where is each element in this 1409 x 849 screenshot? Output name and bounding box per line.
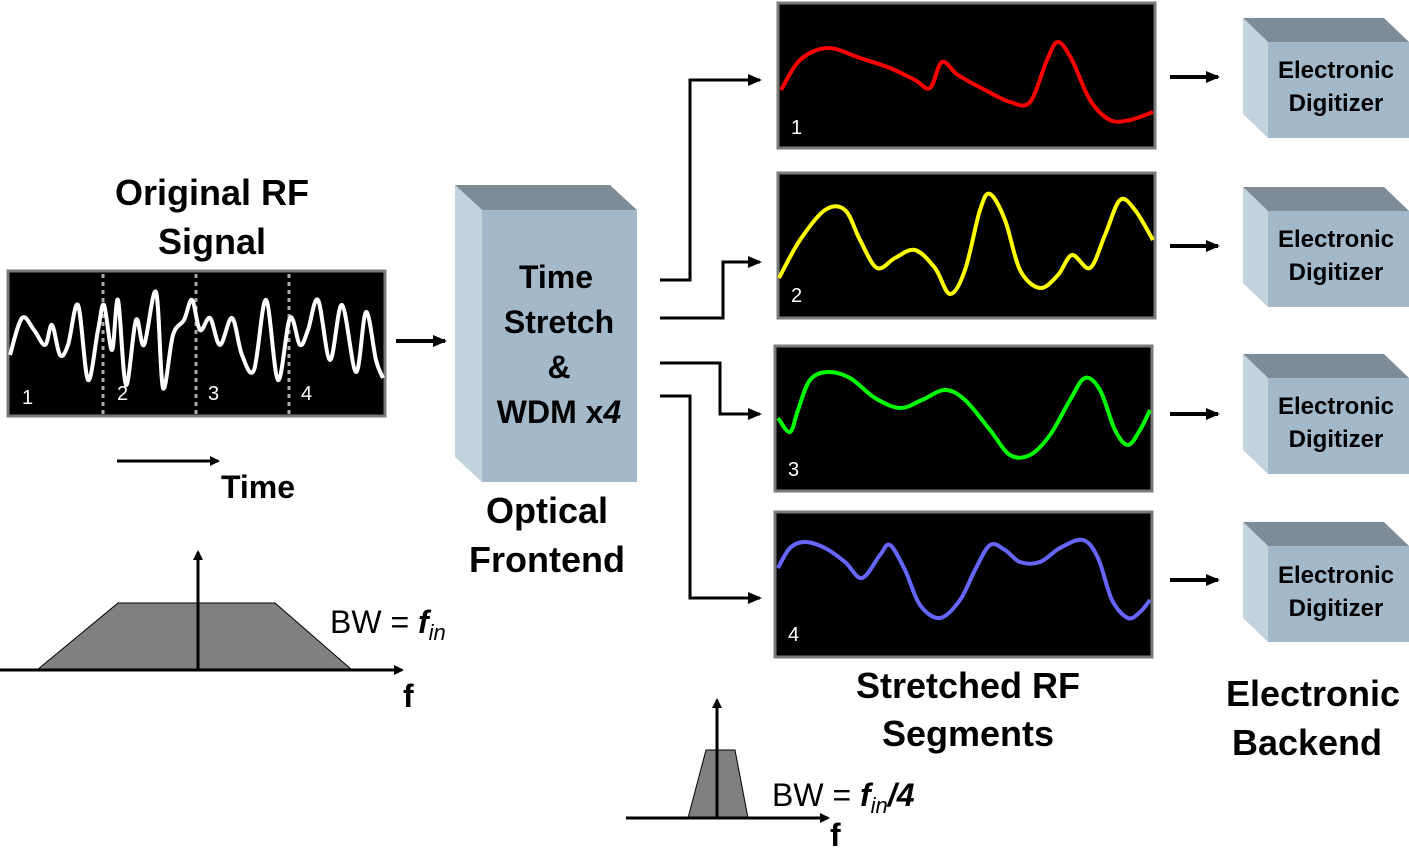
time-label: Time	[221, 469, 295, 505]
input-segment-label-3: 3	[208, 383, 219, 405]
output-channel-label-3: 3	[788, 459, 799, 481]
optical-frontend-box	[455, 185, 637, 482]
digitizer-1-line2: Digitizer	[1289, 90, 1384, 117]
output-scope-1	[776, 1, 1157, 150]
input-segment-label-4: 4	[301, 383, 312, 405]
input-rf-waveform	[8, 289, 385, 391]
frontend-caption-line2: Frontend	[469, 539, 625, 580]
stretched-waveform-1	[779, 39, 1154, 124]
output-channel-label-1: 1	[791, 117, 802, 139]
digitizer-3-line2: Digitizer	[1289, 426, 1384, 453]
digitizer-2-line1: Electronic	[1278, 226, 1394, 253]
frontend-box-line3: &	[547, 349, 570, 385]
input-segment-label-1: 1	[22, 387, 33, 409]
digitizer-box-3	[1243, 354, 1409, 474]
digitizer-4-line2: Digitizer	[1289, 595, 1384, 622]
route-arrow-2	[660, 256, 762, 320]
output-scope-3	[773, 344, 1154, 493]
stretched-waveform-3	[776, 369, 1152, 460]
route-arrow-4	[660, 394, 762, 604]
digitizer-4-line1: Electronic	[1278, 562, 1394, 589]
frontend-box-line2: Stretch	[504, 304, 614, 340]
digitizer-2-line2: Digitizer	[1289, 259, 1384, 286]
backend-caption-line2: Backend	[1232, 722, 1382, 763]
output-bandwidth-label: BW = fin/4	[772, 777, 915, 818]
digitizer-box-2	[1243, 187, 1409, 307]
output-freq-axis-label: f	[830, 817, 841, 849]
output-scope-4	[773, 510, 1154, 659]
input-spectrum-trapezoid	[35, 602, 354, 671]
stretched-waveform-4	[776, 537, 1152, 621]
output-channel-label-4: 4	[788, 624, 799, 646]
frontend-caption-line1: Optical	[486, 490, 608, 531]
output-channel-label-2: 2	[791, 285, 802, 307]
frontend-box-line1: Time	[519, 259, 593, 295]
digitizer-boxes	[1243, 18, 1409, 642]
input-title-line1: Original RF	[115, 172, 309, 213]
output-scope-2	[776, 171, 1157, 320]
input-freq-axis-label: f	[403, 678, 414, 714]
digitizer-box-4	[1243, 522, 1409, 642]
route-arrow-3	[660, 361, 762, 420]
digitizer-1-line1: Electronic	[1278, 57, 1394, 84]
segments-caption-line1: Stretched RF	[856, 665, 1080, 706]
digitizer-3-line1: Electronic	[1278, 393, 1394, 420]
segments-caption-line2: Segments	[882, 713, 1054, 754]
input-bandwidth-label: BW = fin	[330, 604, 446, 645]
backend-caption-line1: Electronic	[1226, 673, 1400, 714]
input-title-line2: Signal	[158, 221, 266, 262]
frontend-box-line4: WDM x4	[497, 394, 622, 430]
input-scope-screen	[6, 269, 387, 418]
route-arrow-1	[660, 74, 762, 282]
stretched-waveform-2	[777, 191, 1155, 296]
digitizer-box-1	[1243, 18, 1409, 138]
input-segment-label-2: 2	[117, 383, 128, 405]
